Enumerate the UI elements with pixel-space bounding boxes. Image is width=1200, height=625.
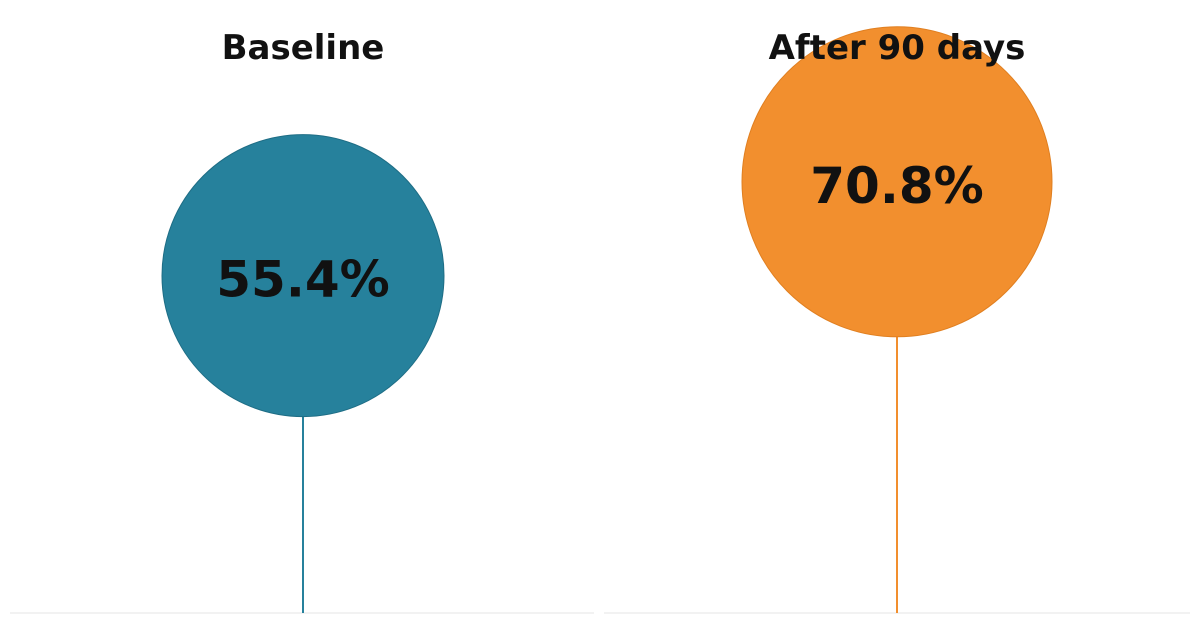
after-90-days-panel-title: After 90 days [769, 28, 1026, 68]
panel-baseline: 55.4% Baseline [10, 28, 594, 614]
panel-after-90-days: 70.8% After 90 days [604, 26, 1190, 614]
baseline-lollipop-head [161, 134, 445, 418]
baseline-value-label: 55.4% [216, 251, 389, 309]
after-90-days-lollipop-head [741, 26, 1053, 338]
baseline-panel-title: Baseline [222, 28, 385, 68]
after-90-days-value-label: 70.8% [810, 157, 983, 215]
